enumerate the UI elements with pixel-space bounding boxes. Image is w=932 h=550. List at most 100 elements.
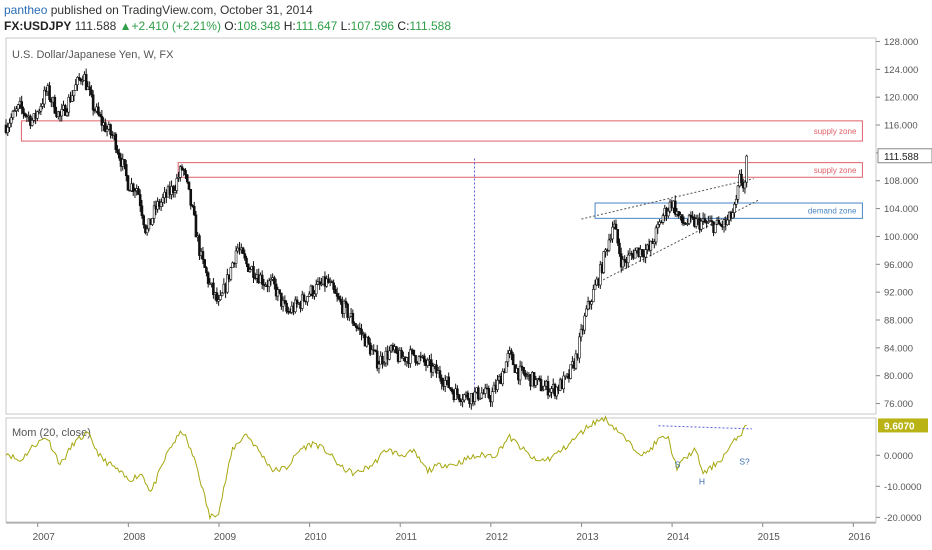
candle-body: [177, 177, 180, 179]
candle-body: [562, 375, 565, 390]
candle-body: [700, 220, 703, 230]
candle-body: [456, 388, 459, 396]
candle-body: [633, 250, 637, 259]
price-tick-label: 88.000: [884, 316, 913, 327]
candle-body: [609, 238, 613, 241]
candle-body: [318, 281, 322, 285]
candle-body: [278, 289, 281, 294]
candle-body: [81, 80, 84, 82]
candle-body: [43, 89, 46, 105]
candle-body: [88, 86, 91, 91]
candle-body: [285, 302, 288, 312]
price-tick-label: 96.000: [884, 260, 913, 271]
last-price: 111.588: [74, 19, 117, 33]
candle-body: [219, 295, 222, 300]
candle-body: [555, 386, 559, 397]
candle-body: [30, 120, 34, 126]
candle-body: [314, 284, 318, 295]
candle-body: [246, 263, 250, 272]
candle-body: [203, 259, 206, 268]
candle-body: [710, 220, 714, 223]
candle-body: [687, 214, 691, 224]
price-tick-label: 128.000: [884, 37, 918, 48]
time-tick-label: 2010: [304, 532, 327, 543]
candle-body: [400, 350, 403, 359]
indicator-title: Mom (20, close): [12, 427, 91, 439]
candle-body: [11, 110, 15, 118]
candle-body: [358, 327, 362, 330]
candle-body: [476, 387, 480, 400]
candle-body: [109, 124, 112, 135]
candle-body: [206, 272, 210, 284]
candle-body: [541, 389, 545, 392]
time-tick-label: 2014: [667, 532, 690, 543]
quote-line: FX:USDJPY 111.588 ▲+2.410 (+2.21%) O:108…: [4, 19, 451, 33]
candle-body: [98, 114, 102, 117]
candle-body: [478, 397, 482, 400]
indicator-tick-label: -20.0000: [884, 513, 922, 524]
candle-body: [370, 349, 374, 355]
candle-body: [487, 388, 491, 398]
candle-body: [360, 328, 363, 335]
price-tick-label: 76.000: [884, 399, 913, 410]
candle-body: [74, 84, 78, 91]
candle-body: [337, 296, 341, 300]
author-link[interactable]: pantheo: [4, 3, 48, 17]
candle-body: [123, 158, 126, 165]
candle-body: [426, 359, 430, 366]
candle-body: [518, 365, 522, 381]
candle-body: [229, 267, 233, 280]
candle-body: [440, 377, 443, 385]
candle-body: [159, 201, 163, 207]
indicator-tick-label: 0.0000: [884, 451, 913, 462]
candle-body: [90, 89, 93, 96]
candle-body: [212, 282, 215, 295]
candle-body: [215, 292, 219, 302]
candle-body: [649, 241, 653, 251]
candle-body: [510, 350, 513, 355]
candle-body: [680, 214, 684, 223]
candle-body: [614, 223, 618, 230]
candle-body: [564, 375, 567, 378]
trendline: [581, 178, 754, 220]
candle-body: [607, 239, 611, 251]
candle-body: [60, 109, 64, 117]
candle-body: [294, 299, 297, 313]
price-tick-label: 108.000: [884, 176, 918, 187]
candle-body: [694, 218, 698, 227]
candle-body: [161, 197, 165, 203]
candle-body: [283, 300, 287, 304]
candle-body: [131, 183, 135, 193]
candle-body: [23, 113, 27, 117]
candle-body: [133, 190, 137, 193]
candle-body: [483, 387, 487, 394]
candle-body: [443, 380, 447, 387]
candle-body: [231, 262, 234, 268]
candle-body: [175, 178, 179, 191]
supply-zone-box: [20, 120, 863, 142]
candle-body: [267, 280, 271, 287]
candle-body: [661, 215, 665, 223]
candle-body: [205, 267, 208, 274]
candle-body: [616, 229, 620, 244]
chart-header: pantheo published on TradingView.com, Oc…: [0, 0, 932, 38]
candle-body: [191, 205, 194, 207]
candle-body: [461, 399, 464, 402]
candle-body: [344, 300, 348, 305]
candle-body: [173, 190, 177, 193]
candle-body: [726, 219, 729, 226]
candle-body: [677, 211, 681, 217]
candle-body: [569, 364, 572, 379]
candle-body: [245, 257, 248, 265]
candle-body: [654, 227, 658, 243]
candle-body: [137, 188, 140, 195]
candle-body: [126, 175, 130, 191]
symbol-label: FX:USDJPY: [4, 19, 72, 33]
time-tick-label: 2011: [395, 532, 417, 543]
candle-body: [534, 379, 538, 386]
close-label: C:: [397, 19, 410, 33]
momentum-line: [5, 415, 747, 521]
candle-body: [13, 110, 17, 112]
candle-body: [9, 117, 13, 124]
